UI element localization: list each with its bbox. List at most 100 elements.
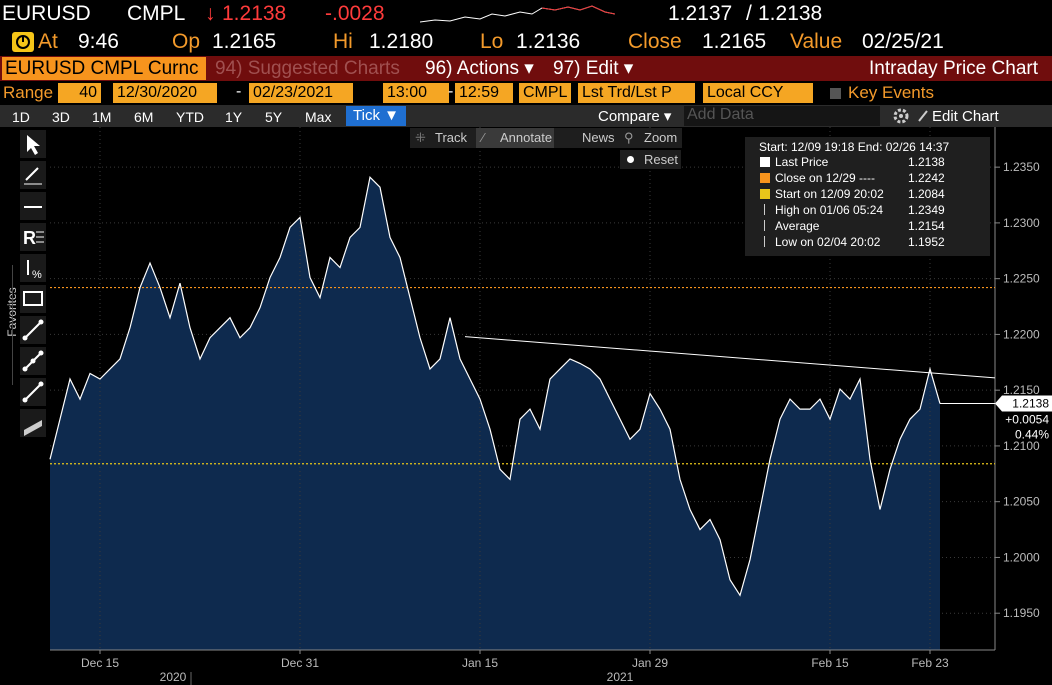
security[interactable]: EURUSD CMPL Curnc — [2, 57, 206, 80]
stat-label: Value — [790, 30, 843, 53]
key-events[interactable]: Key Events — [848, 83, 934, 102]
price-line — [49, 175, 941, 597]
legend-swatch — [760, 157, 770, 167]
y-tick-label: 1.2350 — [1003, 160, 1040, 174]
legend-value: 1.2154 — [908, 219, 945, 233]
page-title: Intraday Price Chart — [869, 58, 1038, 79]
legend-value: 1.2084 — [908, 187, 945, 201]
period-button[interactable]: 1D — [12, 109, 30, 125]
sidebar-icons: R % — [20, 130, 46, 437]
legend-swatch — [764, 236, 765, 247]
range-label: Range — [3, 83, 54, 102]
annotate-tool[interactable]: Annotate — [500, 130, 553, 145]
stat-value: 1.2136 — [516, 30, 581, 53]
time-separator: - — [448, 83, 454, 100]
stat-value: 1.2180 — [369, 30, 434, 53]
legend-swatch — [764, 204, 765, 215]
year-label: 2021 — [607, 670, 634, 684]
end-date[interactable]: 02/23/2021 — [249, 83, 353, 103]
pencil-icon — [918, 110, 928, 122]
legend-name: Last Price — [775, 155, 829, 169]
period-button[interactable]: 6M — [134, 109, 154, 125]
stat-value: 1.2165 — [702, 30, 767, 53]
x-tick-label: Dec 31 — [281, 656, 319, 670]
price-area — [50, 177, 940, 650]
sparkline — [420, 5, 615, 23]
last-price: 1.2138 — [222, 2, 287, 25]
sidebar: R % — [18, 130, 48, 450]
start-date[interactable]: 12/30/2020 — [113, 83, 217, 103]
change: -.0028 — [325, 2, 385, 25]
last-change-label: +0.0054 — [1005, 413, 1049, 427]
source-select[interactable]: CMPL — [519, 83, 571, 103]
news-tool[interactable]: News — [582, 130, 615, 145]
period-button[interactable]: 3D — [52, 109, 70, 125]
legend-name: High on 01/06 05:24 — [775, 203, 884, 217]
trendline — [464, 336, 996, 379]
stat-label: Lo — [480, 30, 504, 53]
legend-swatch — [760, 189, 770, 199]
sidebar-divider — [2, 265, 13, 385]
last-price-tag — [995, 395, 1052, 412]
legend-name: Start on 12/09 20:02 — [775, 187, 884, 201]
svg-text:%: % — [32, 269, 42, 281]
start-time[interactable]: 13:00 — [383, 83, 449, 103]
ask: 1.2138 — [758, 2, 823, 25]
x-tick-label: Feb 23 — [911, 656, 949, 670]
stat-value: 9:46 — [78, 30, 119, 53]
period-button[interactable]: 1Y — [225, 109, 243, 125]
x-tick-label: Jan 15 — [462, 656, 498, 670]
legend: Start: 12/09 19:18 End: 02/26 14:37 Last… — [745, 137, 990, 256]
track-tool[interactable]: Track — [435, 130, 468, 145]
period-button[interactable]: Max — [305, 109, 332, 125]
add-data-input[interactable]: Add Data — [684, 106, 880, 126]
ticker: EURUSD — [2, 2, 91, 25]
period-button[interactable]: 1M — [92, 109, 112, 125]
actions-menu[interactable]: 96) Actions ▾ — [425, 58, 534, 79]
x-tick-label: Jan 29 — [632, 656, 668, 670]
separator: / — [746, 2, 752, 25]
stat-label: Close — [628, 30, 682, 53]
legend-swatch — [760, 173, 770, 183]
clock-icon — [12, 32, 34, 52]
x-tick-label: Feb 15 — [811, 656, 849, 670]
end-time[interactable]: 12:59 — [455, 83, 513, 103]
legend-value: 1.2242 — [908, 171, 945, 185]
edit-menu[interactable]: 97) Edit ▾ — [553, 58, 634, 79]
year-label: 2020 — [160, 670, 187, 684]
date-separator: - — [236, 83, 242, 100]
checkbox[interactable] — [830, 88, 841, 99]
reset-button[interactable]: Reset — [620, 150, 681, 169]
period-button-active[interactable]: Tick ▼ — [346, 106, 406, 126]
suggested-charts[interactable]: 94) Suggested Charts — [215, 58, 400, 79]
svg-text:R: R — [23, 228, 36, 248]
currency-select[interactable]: Local CCY — [703, 83, 813, 103]
stats-bar: At 9:46 Op 1.2165 Hi 1.2180 Lo 1.2136 Cl… — [0, 28, 1052, 56]
reset-label[interactable]: Reset — [644, 152, 678, 167]
chart-toolbar: ⁜ Track ⁄ Annotate News ⚲ Zoom — [410, 128, 682, 148]
stat-label: At — [38, 30, 58, 53]
period-button[interactable]: YTD — [176, 109, 204, 125]
arrow: ↓ — [205, 2, 216, 25]
legend-swatch — [764, 220, 765, 231]
period-input[interactable]: 40 — [58, 83, 101, 103]
source: CMPL — [127, 2, 186, 25]
y-tick-label: 1.2300 — [1003, 216, 1040, 230]
legend-name: Low on 02/04 20:02 — [775, 235, 881, 249]
last-price-label: 1.2138 — [1012, 397, 1049, 411]
zoom-tool[interactable]: Zoom — [644, 130, 678, 145]
edit-chart-button[interactable]: Edit Chart — [932, 108, 999, 125]
range-bar: Range 40 12/30/2020 - 02/23/2021 13:00 -… — [0, 82, 1052, 105]
y-tick-label: 1.2000 — [1003, 550, 1040, 564]
bid: 1.2137 — [668, 2, 733, 25]
last-change-pct: 0.44% — [1015, 428, 1049, 442]
gear-icon[interactable] — [893, 108, 909, 124]
y-tick-label: 1.2150 — [1003, 383, 1040, 397]
period-button[interactable]: 5Y — [265, 109, 283, 125]
y-tick-label: 1.2250 — [1003, 272, 1040, 286]
field-select[interactable]: Lst Trd/Lst P — [578, 83, 695, 103]
compare-button[interactable]: Compare ▾ — [598, 108, 672, 125]
legend-value: 1.1952 — [908, 235, 945, 249]
menu-bar: EURUSD CMPL Curnc 94) Suggested Charts 9… — [0, 56, 1052, 81]
